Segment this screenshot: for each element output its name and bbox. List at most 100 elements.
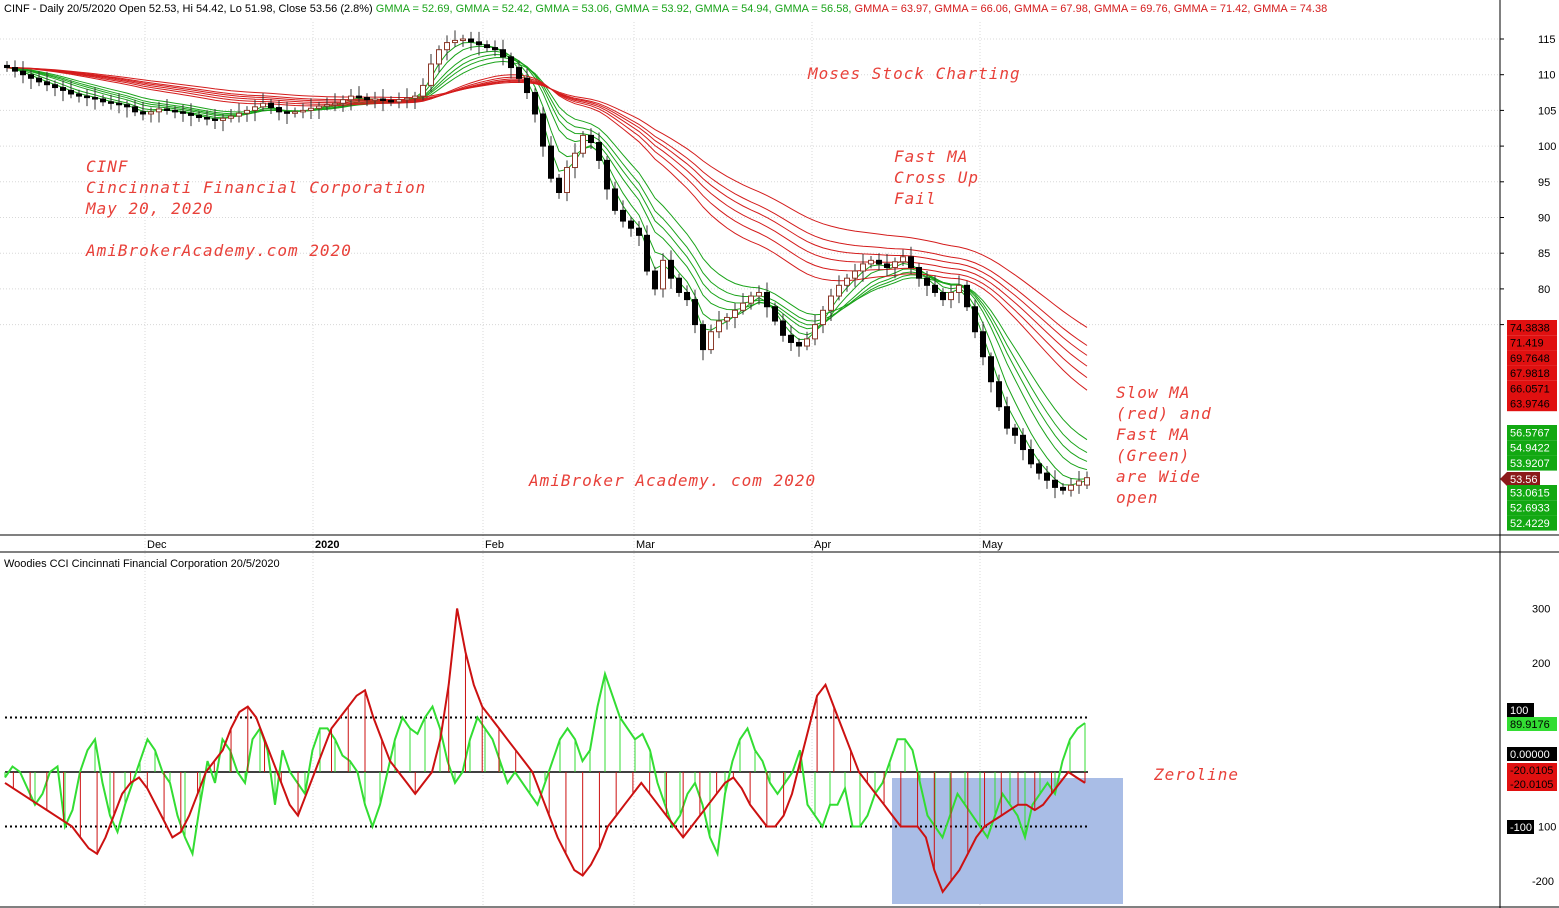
candle-body bbox=[444, 42, 450, 51]
candle-body bbox=[644, 234, 650, 272]
candle-body bbox=[844, 277, 850, 286]
annotation-cinf-line1: CINF bbox=[86, 157, 129, 176]
cci-series-line bbox=[4, 608, 1086, 894]
candle-body bbox=[652, 270, 658, 290]
candle-body bbox=[828, 295, 834, 311]
candle-body bbox=[580, 134, 586, 154]
candle-body bbox=[1076, 480, 1082, 486]
candle-body bbox=[684, 291, 690, 301]
annotation-slowma-line2: (red) and bbox=[1116, 404, 1212, 423]
candle-body bbox=[1004, 406, 1010, 429]
cci-tick-label: 100 bbox=[1538, 822, 1556, 834]
gmma-fast-line bbox=[6, 53, 1088, 462]
price-tick-label: 115 bbox=[1538, 34, 1556, 46]
candle-body bbox=[316, 105, 322, 109]
candle-body bbox=[420, 84, 426, 97]
candle-body bbox=[1068, 484, 1074, 491]
header-gmma-1: GMMA = 52.42, bbox=[453, 3, 533, 15]
candle-body bbox=[164, 108, 170, 111]
candle-body bbox=[196, 114, 202, 119]
candle-body bbox=[284, 111, 290, 114]
candle-body bbox=[836, 284, 842, 297]
candle-body bbox=[44, 81, 50, 86]
candle-body bbox=[12, 67, 18, 72]
candle-body bbox=[796, 341, 802, 347]
candle-body bbox=[500, 49, 506, 58]
tag-red: 67.9818 bbox=[1510, 368, 1550, 380]
candle-body bbox=[396, 99, 402, 103]
tag-red-bg bbox=[1507, 365, 1557, 381]
candle-body bbox=[276, 107, 282, 113]
candle-body bbox=[188, 112, 194, 116]
tag-red: 71.419 bbox=[1510, 338, 1544, 350]
tag-red: 66.0571 bbox=[1510, 383, 1550, 395]
header-gmma-11: GMMA = 74.38 bbox=[1250, 3, 1327, 15]
date-label: Feb bbox=[485, 539, 504, 551]
candle-body bbox=[116, 102, 122, 106]
candle-body bbox=[620, 209, 626, 222]
candle-body bbox=[948, 291, 954, 301]
candle-body bbox=[372, 98, 378, 101]
candle-body bbox=[436, 49, 442, 65]
cci-tag-red2-bg bbox=[1507, 777, 1557, 791]
tag-green: 52.4229 bbox=[1510, 518, 1550, 530]
tag-green-bg bbox=[1507, 485, 1557, 501]
cci-tag-100-bg bbox=[1507, 703, 1534, 717]
candle-body bbox=[724, 316, 730, 322]
close-tag: 53.56 bbox=[1510, 474, 1538, 486]
candle-body bbox=[1084, 477, 1090, 486]
cci-tag-green-bg bbox=[1507, 717, 1557, 731]
annotation-slowma-line1: Slow MA bbox=[1116, 383, 1190, 402]
candle-body bbox=[540, 113, 546, 147]
cci-panel-title: Woodies CCI Cincinnati Financial Corpora… bbox=[4, 558, 280, 570]
candle-body bbox=[924, 277, 930, 286]
candle-body bbox=[892, 261, 898, 268]
header-gmma-8: GMMA = 67.98, bbox=[1011, 3, 1091, 15]
tag-red-bg bbox=[1507, 335, 1557, 351]
candle-body bbox=[100, 98, 106, 103]
candle-body bbox=[1060, 486, 1066, 491]
candle-body bbox=[884, 263, 890, 268]
tag-green: 56.5767 bbox=[1510, 428, 1550, 440]
candle-body bbox=[764, 291, 770, 308]
candle-body bbox=[868, 259, 874, 265]
candle-body bbox=[340, 99, 346, 104]
tag-red-bg bbox=[1507, 396, 1557, 412]
header-gmma-5: GMMA = 56.58, bbox=[772, 3, 852, 15]
candle-body bbox=[212, 118, 218, 121]
candle-body bbox=[356, 95, 362, 99]
cci-tick-label: 200 bbox=[1532, 658, 1550, 670]
tag-green-bg bbox=[1507, 500, 1557, 516]
gmma-fast-line bbox=[6, 50, 1088, 471]
price-tick-label: 85 bbox=[1538, 248, 1550, 260]
candle-body bbox=[612, 188, 618, 211]
date-label: Dec bbox=[147, 539, 167, 551]
candle-body bbox=[4, 64, 10, 69]
tag-green-bg bbox=[1507, 425, 1557, 441]
candle-body bbox=[636, 227, 642, 236]
candle-body bbox=[932, 284, 938, 293]
candle-body bbox=[708, 331, 714, 351]
candle-body bbox=[124, 104, 130, 108]
candle-body bbox=[60, 87, 66, 91]
candle-body bbox=[292, 111, 298, 114]
candle-body bbox=[428, 63, 434, 86]
cci-tag-minus100-bg bbox=[1507, 820, 1534, 834]
cci-tag-zero: 0.00000 bbox=[1510, 749, 1550, 761]
candle-body bbox=[780, 320, 786, 336]
candle-body bbox=[980, 331, 986, 358]
candle-body bbox=[244, 109, 250, 114]
cci-panel-marks bbox=[4, 608, 1123, 904]
candle-body bbox=[452, 39, 458, 44]
candle-body bbox=[20, 70, 26, 76]
candle-body bbox=[28, 74, 34, 79]
candle-body bbox=[820, 309, 826, 326]
candle-body bbox=[180, 111, 186, 114]
header-gmma-2: GMMA = 53.06, bbox=[532, 3, 612, 15]
candle-body bbox=[692, 299, 698, 326]
cci-tag-red1: -20.0105 bbox=[1510, 765, 1553, 777]
header-gmma-7: GMMA = 66.06, bbox=[931, 3, 1011, 15]
candle-body bbox=[900, 256, 906, 263]
cci-tag-green: 89.9176 bbox=[1510, 719, 1550, 731]
tag-red: 74.3838 bbox=[1510, 323, 1550, 335]
